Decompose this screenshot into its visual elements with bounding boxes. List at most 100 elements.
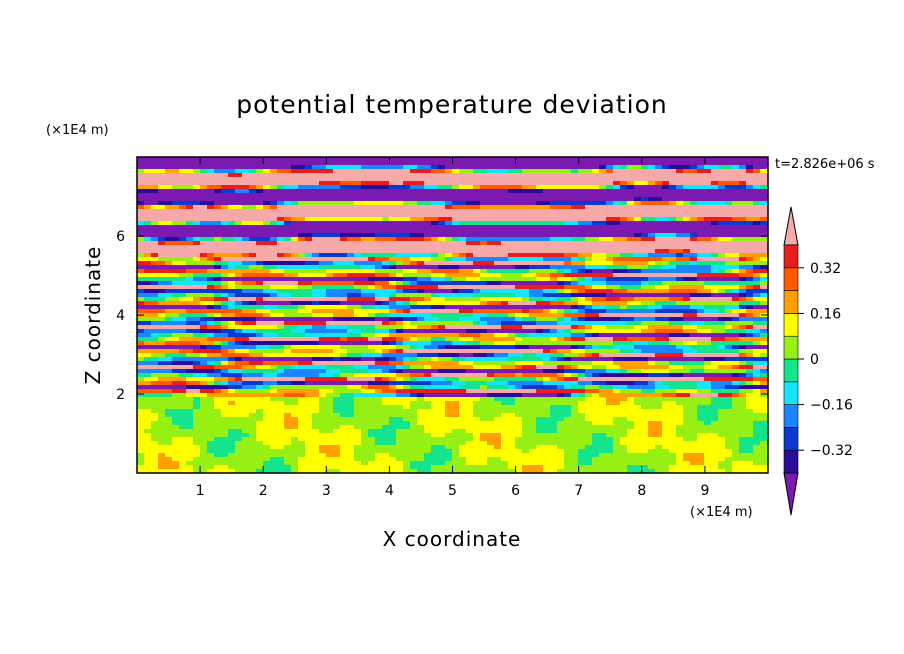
field-cell [704,265,712,270]
field-cell [445,277,453,282]
field-cell [571,289,579,294]
field-cell [137,237,145,242]
field-cell [312,333,320,338]
field-cell [459,325,467,330]
field-cell [704,233,712,238]
field-cell [459,197,467,202]
field-cell [655,185,663,190]
field-cell [249,209,257,214]
field-cell [375,181,383,186]
field-cell [739,353,747,358]
field-cell [172,225,180,230]
field-cell [536,157,544,162]
field-cell [368,173,376,178]
field-cell [641,213,649,218]
field-cell [571,225,579,230]
field-cell [522,253,530,258]
field-cell [704,257,712,262]
field-cell [333,289,341,294]
field-cell [277,233,285,238]
field-cell [578,349,586,354]
field-cell [151,301,159,306]
field-cell [487,333,495,338]
field-cell [669,313,677,318]
field-cell [200,165,208,170]
field-cell [480,173,488,178]
field-cell [221,241,229,246]
field-cell [599,245,607,250]
field-cell [480,353,488,358]
field-cell [613,233,621,238]
field-cell [613,241,621,246]
field-cell [571,209,579,214]
field-cell [592,317,600,322]
field-cell [494,333,502,338]
field-cell [655,213,663,218]
field-cell [711,241,719,246]
field-cell [200,289,208,294]
field-cell [284,213,292,218]
field-cell [312,361,320,366]
field-cell [158,305,166,310]
field-cell [669,349,677,354]
field-cell [256,197,264,202]
field-cell [326,369,334,374]
field-cell [431,369,439,374]
field-cell [613,205,621,210]
field-cell [396,273,404,278]
field-cell [396,217,404,222]
field-cell [340,249,348,254]
field-cell [172,245,180,250]
field-cell [256,349,264,354]
field-cell [179,169,187,174]
field-cell [543,169,551,174]
field-cell [641,173,649,178]
field-cell [522,277,530,282]
field-cell [403,185,411,190]
field-cell [333,301,341,306]
field-cell [613,221,621,226]
field-cell [249,285,257,290]
field-cell [606,337,614,342]
field-cell [627,217,635,222]
field-cell [242,185,250,190]
field-cell [529,257,537,262]
field-cell [515,209,523,214]
field-cell [711,181,719,186]
field-cell [690,169,698,174]
field-cell [312,325,320,330]
field-cell [389,277,397,282]
field-cell [158,249,166,254]
field-cell [319,345,327,350]
field-cell [585,337,593,342]
field-cell [592,261,600,266]
field-cell [732,365,740,370]
field-cell [522,269,530,274]
field-cell [291,173,299,178]
field-cell [144,273,152,278]
field-cell [144,301,152,306]
field-cell [543,173,551,178]
field-cell [186,373,194,378]
field-cell [270,309,278,314]
field-cell [753,161,761,166]
field-cell [277,189,285,194]
field-cell [564,369,572,374]
field-cell [207,181,215,186]
field-cell [620,157,628,162]
field-cell [648,261,656,266]
field-cell [564,297,572,302]
field-cell [585,241,593,246]
field-cell [480,349,488,354]
field-cell [522,329,530,334]
field-cell [137,177,145,182]
field-cell [228,217,236,222]
field-cell [165,177,173,182]
field-cell [361,281,369,286]
field-cell [291,369,299,374]
field-cell [704,337,712,342]
field-cell [557,353,565,358]
field-cell [326,169,334,174]
field-cell [592,229,600,234]
field-cell [165,325,173,330]
